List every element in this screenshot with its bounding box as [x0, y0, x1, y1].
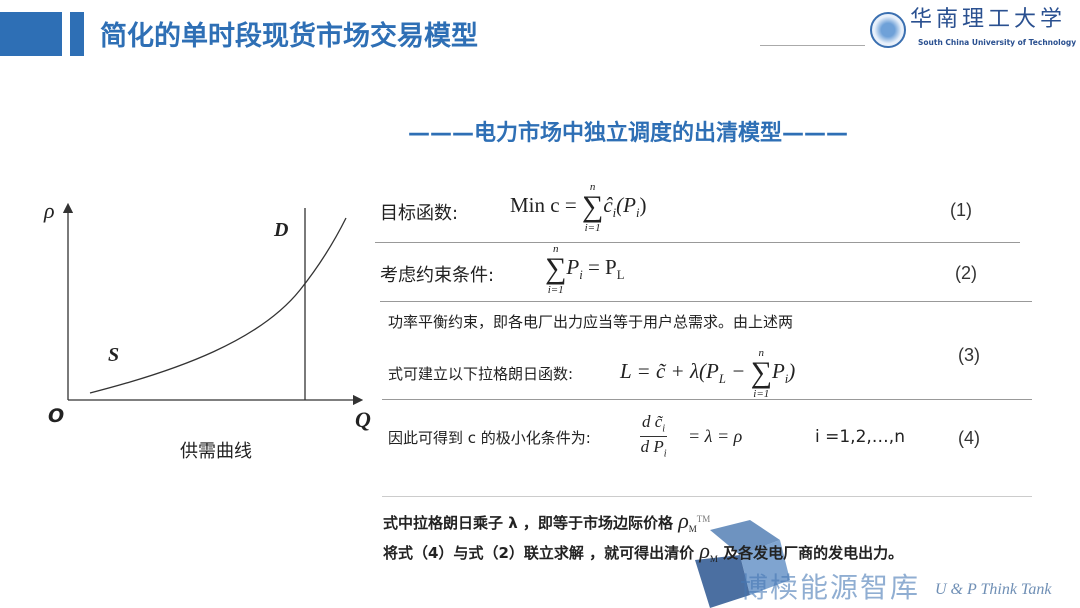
university-logo-english: South China University of Technology — [918, 38, 1077, 47]
supply-demand-graph — [62, 202, 364, 406]
page-title: 简化的单时段现货市场交易模型 — [100, 21, 478, 52]
lagrangian-formula: L = c̃ + λ(PL − ∑ n i=1 Pi) — [620, 347, 796, 400]
index-range: i =1,2,…,n — [815, 427, 905, 447]
note-solution: 将式（4）与式（2）联立求解 ，就可得出清价 ρM 及各发电厂商的发电出力。 — [383, 538, 904, 564]
row-divider — [382, 399, 1032, 400]
balance-text-line1: 功率平衡约束，即各电厂出力应当等于用户总需求。由上述两 — [388, 313, 794, 331]
header-divider — [760, 45, 865, 46]
supply-curve — [89, 217, 347, 394]
equation-number-3: (3) — [958, 345, 980, 365]
header-accent-bar-thin — [70, 12, 84, 56]
objective-label: 目标函数: — [380, 203, 459, 224]
equation-number-1: (1) — [950, 200, 972, 220]
university-logo-text: 华南理工大学 — [910, 7, 1067, 32]
balance-text-line2: 式可建立以下拉格朗日函数: — [388, 365, 574, 383]
header-accent-bar — [0, 12, 62, 56]
supply-label: S — [108, 344, 120, 366]
objective-formula: Min c = ∑ n i=1 ĉi(Pi) — [510, 181, 647, 234]
section-subtitle: ———电力市场中独立调度的出清模型——— — [408, 121, 849, 146]
x-axis-label: Q — [355, 407, 371, 432]
watermark-text: 博椟能源智库 — [740, 571, 921, 604]
watermark-english: U & P Think Tank — [935, 581, 1052, 598]
graph-caption: 供需曲线 — [180, 441, 252, 462]
constraint-formula: ∑ n i=1 Pi = PL — [545, 243, 625, 296]
row-divider — [375, 242, 1020, 243]
y-axis-label: ρ — [44, 198, 55, 223]
row-divider — [382, 496, 1032, 497]
equation-number-4: (4) — [958, 428, 980, 448]
note-lagrange: 式中拉格朗日乘子 λ ，即等于市场边际价格 ρMTM — [383, 508, 711, 534]
origin-label: O — [48, 405, 65, 427]
watermark-cubes-logo — [695, 520, 790, 608]
constraint-label: 考虑约束条件: — [380, 265, 495, 286]
minimization-label: 因此可得到 c 的极小化条件为: — [388, 429, 591, 447]
demand-label: D — [274, 219, 289, 241]
derivative-fraction: d c̃i d Pi — [640, 412, 668, 460]
university-seal-icon — [870, 12, 906, 48]
derivative-rhs: = λ = ρ — [688, 426, 743, 446]
equation-number-2: (2) — [955, 263, 977, 283]
row-divider — [380, 301, 1032, 302]
